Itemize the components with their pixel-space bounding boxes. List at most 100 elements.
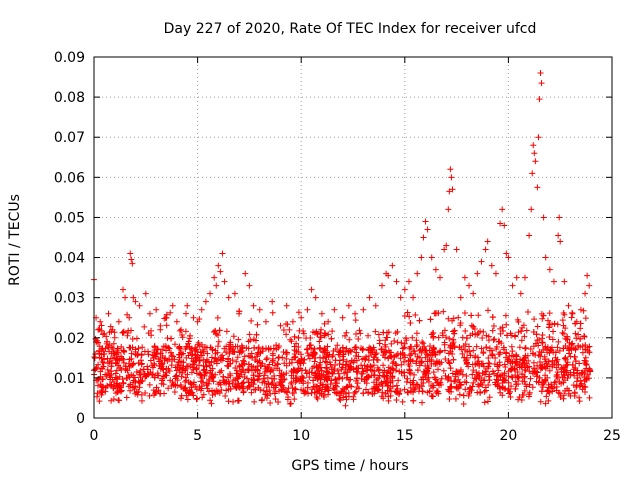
band-marker bbox=[272, 395, 279, 402]
band-marker bbox=[455, 314, 462, 321]
band-marker bbox=[367, 345, 374, 352]
band-marker bbox=[308, 390, 315, 397]
band-marker bbox=[506, 388, 513, 395]
band-marker bbox=[465, 363, 472, 370]
band-marker bbox=[384, 369, 391, 376]
band-marker bbox=[106, 342, 113, 349]
band-marker bbox=[354, 369, 361, 376]
band-marker bbox=[342, 332, 349, 339]
band-marker bbox=[266, 361, 273, 368]
data-point bbox=[573, 318, 580, 325]
band-marker bbox=[212, 371, 219, 378]
data-point bbox=[221, 278, 228, 285]
band-marker bbox=[214, 343, 221, 350]
data-point bbox=[308, 286, 315, 293]
band-marker bbox=[365, 332, 372, 339]
band-marker bbox=[376, 340, 383, 347]
band-marker bbox=[513, 358, 520, 365]
band-marker bbox=[521, 367, 528, 374]
data-point bbox=[505, 254, 512, 261]
band-marker bbox=[571, 366, 578, 373]
band-marker bbox=[489, 352, 496, 359]
band-marker bbox=[337, 347, 344, 354]
band-marker bbox=[446, 359, 453, 366]
band-marker bbox=[96, 398, 103, 405]
band-marker bbox=[298, 357, 305, 364]
band-marker bbox=[229, 357, 236, 364]
band-marker bbox=[554, 356, 561, 363]
data-point bbox=[478, 258, 485, 265]
band-marker bbox=[493, 345, 500, 352]
band-marker bbox=[214, 388, 221, 395]
band-marker bbox=[98, 388, 105, 395]
data-point bbox=[569, 310, 576, 317]
band-marker bbox=[571, 354, 578, 361]
band-marker bbox=[128, 350, 135, 357]
band-marker bbox=[166, 345, 173, 352]
band-marker bbox=[489, 368, 496, 375]
band-marker bbox=[174, 363, 181, 370]
band-marker bbox=[311, 345, 318, 352]
band-marker bbox=[288, 368, 295, 375]
band-marker bbox=[317, 334, 324, 341]
band-marker bbox=[329, 328, 336, 335]
y-tick-label: 0.07 bbox=[54, 130, 85, 146]
band-marker bbox=[573, 335, 580, 342]
band-marker bbox=[560, 345, 567, 352]
band-marker bbox=[181, 385, 188, 392]
band-marker bbox=[289, 356, 296, 363]
data-point bbox=[331, 306, 338, 313]
band-marker bbox=[405, 389, 412, 396]
band-marker bbox=[156, 363, 163, 370]
band-marker bbox=[189, 389, 196, 396]
band-marker bbox=[479, 360, 486, 367]
band-marker bbox=[388, 349, 395, 356]
band-marker bbox=[502, 385, 509, 392]
band-marker bbox=[357, 330, 364, 337]
band-marker bbox=[563, 362, 570, 369]
band-marker bbox=[508, 383, 515, 390]
band-marker bbox=[117, 384, 124, 391]
band-marker bbox=[432, 360, 439, 367]
band-marker bbox=[153, 388, 160, 395]
band-marker bbox=[394, 339, 401, 346]
band-marker bbox=[278, 373, 285, 380]
band-marker bbox=[419, 388, 426, 395]
band-marker bbox=[236, 349, 243, 356]
band-marker bbox=[414, 342, 421, 349]
y-tick-label: 0.08 bbox=[54, 90, 85, 106]
data-point bbox=[584, 272, 591, 279]
band-marker bbox=[177, 345, 184, 352]
band-marker bbox=[169, 379, 176, 386]
band-marker bbox=[531, 316, 538, 323]
band-marker bbox=[172, 382, 179, 389]
band-marker bbox=[341, 370, 348, 377]
band-marker bbox=[550, 328, 557, 335]
band-marker bbox=[283, 331, 290, 338]
band-marker bbox=[325, 370, 332, 377]
band-marker bbox=[317, 345, 324, 352]
band-marker bbox=[310, 383, 317, 390]
band-marker bbox=[254, 321, 261, 328]
band-marker bbox=[467, 332, 474, 339]
band-marker bbox=[583, 375, 590, 382]
band-marker bbox=[372, 351, 379, 358]
band-marker bbox=[207, 362, 214, 369]
band-marker bbox=[441, 347, 448, 354]
band-marker bbox=[293, 369, 300, 376]
band-marker bbox=[560, 322, 567, 329]
band-marker bbox=[393, 397, 400, 404]
band-marker bbox=[188, 384, 195, 391]
data-point bbox=[540, 214, 547, 221]
band-marker bbox=[393, 388, 400, 395]
band-marker bbox=[171, 389, 178, 396]
band-marker bbox=[172, 373, 179, 380]
data-point bbox=[509, 282, 516, 289]
band-marker bbox=[283, 351, 290, 358]
band-marker bbox=[577, 320, 584, 327]
data-points bbox=[91, 70, 593, 341]
band-marker bbox=[226, 380, 233, 387]
data-point bbox=[128, 256, 135, 263]
x-axis-title: GPS time / hours bbox=[291, 458, 408, 474]
band-marker bbox=[418, 358, 425, 365]
